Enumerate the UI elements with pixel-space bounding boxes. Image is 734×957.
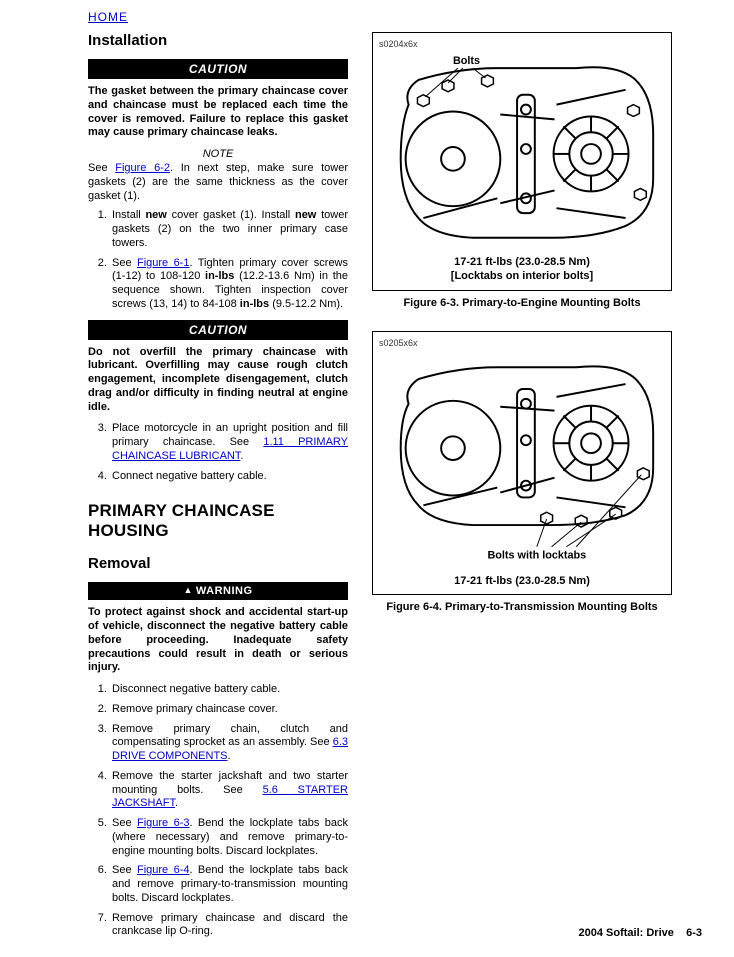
t: cover gasket (1). Install: [167, 209, 295, 221]
figure-6-2-link[interactable]: Figure 6-2: [115, 162, 170, 174]
t: Install: [112, 209, 145, 221]
t: See: [112, 864, 137, 876]
installation-heading: Installation: [88, 32, 348, 49]
install-step-1: Install new cover gasket (1). Install ne…: [110, 209, 348, 250]
right-column: s0204x6x: [372, 32, 672, 947]
figure-6-3-box: s0204x6x: [372, 32, 672, 291]
housing-heading: PRIMARY CHAINCASE HOUSING: [88, 501, 348, 541]
figure-6-4-diagram: Bolts with locktabs: [379, 348, 665, 568]
install-step-4: Connect negative battery cable.: [110, 470, 348, 484]
bolts-locktabs-label: Bolts with locktabs: [487, 549, 586, 561]
footer-text: 2004 Softail: Drive: [578, 927, 673, 939]
figure-6-4-link[interactable]: Figure 6-4: [137, 864, 189, 876]
caution-1-text: The gasket between the primary chaincase…: [88, 85, 348, 140]
t: Remove primary chain, clutch and compens…: [112, 723, 348, 749]
figure-6-3-torque: 17-21 ft-lbs (23.0-28.5 Nm) [Locktabs on…: [379, 255, 665, 284]
t: See: [112, 817, 137, 829]
bolts-label: Bolts: [453, 55, 480, 67]
t: 17-21 ft-lbs (23.0-28.5 Nm): [379, 574, 665, 588]
figure-6-3-link[interactable]: Figure 6-3: [137, 817, 189, 829]
removal-step-2: Remove primary chaincase cover.: [110, 703, 348, 717]
t: .: [240, 450, 243, 462]
note-label: NOTE: [88, 148, 348, 160]
caution-banner-1: CAUTION: [88, 59, 348, 79]
removal-step-4: Remove the starter jackshaft and two sta…: [110, 770, 348, 811]
footer-page: 6-3: [686, 927, 702, 939]
figure-6-4-id: s0205x6x: [379, 338, 665, 348]
removal-heading: Removal: [88, 555, 348, 572]
home-link[interactable]: HOME: [88, 10, 128, 24]
t: [Locktabs on interior bolts]: [379, 269, 665, 283]
removal-step-3: Remove primary chain, clutch and compens…: [110, 723, 348, 764]
t: in-lbs: [240, 298, 269, 310]
figure-6-1-link[interactable]: Figure 6-1: [137, 257, 189, 269]
t: See: [112, 257, 137, 269]
t: new: [145, 209, 166, 221]
warning-text: To protect against shock and accidental …: [88, 606, 348, 675]
note-pre: See: [88, 162, 115, 174]
warning-banner: WARNING: [88, 582, 348, 600]
t: 17-21 ft-lbs (23.0-28.5 Nm): [379, 255, 665, 269]
install-step-3: Place motorcycle in an upright position …: [110, 422, 348, 463]
removal-step-1: Disconnect negative battery cable.: [110, 683, 348, 697]
removal-step-7: Remove primary chaincase and discard the…: [110, 912, 348, 940]
figure-6-4-caption: Figure 6-4. Primary-to-Transmission Moun…: [372, 601, 672, 613]
t: new: [295, 209, 316, 221]
t: .: [228, 750, 231, 762]
figure-6-4-torque: 17-21 ft-lbs (23.0-28.5 Nm): [379, 574, 665, 588]
install-step-2: See Figure 6-1. Tighten primary cover sc…: [110, 257, 348, 312]
t: in-lbs: [205, 270, 234, 282]
caution-banner-2: CAUTION: [88, 320, 348, 340]
install-steps-2: Place motorcycle in an upright position …: [88, 422, 348, 483]
t: .: [175, 797, 178, 809]
caution-2-text: Do not overfill the primary chaincase wi…: [88, 346, 348, 415]
install-steps-1: Install new cover gasket (1). Install ne…: [88, 209, 348, 311]
removal-steps: Disconnect negative battery cable. Remov…: [88, 683, 348, 939]
figure-6-3-id: s0204x6x: [379, 39, 665, 49]
page-footer: 2004 Softail: Drive 6-3: [578, 927, 702, 939]
t: (9.5-12.2 Nm).: [269, 298, 343, 310]
figure-6-4-box: s0205x6x: [372, 331, 672, 595]
note-text: See Figure 6-2. In next step, make sure …: [88, 162, 348, 203]
figure-6-3-diagram: Bolts: [379, 49, 665, 249]
removal-step-5: See Figure 6-3. Bend the lockplate tabs …: [110, 817, 348, 858]
removal-step-6: See Figure 6-4. Bend the lockplate tabs …: [110, 864, 348, 905]
left-column: Installation CAUTION The gasket between …: [88, 32, 348, 947]
figure-6-3-caption: Figure 6-3. Primary-to-Engine Mounting B…: [372, 297, 672, 309]
